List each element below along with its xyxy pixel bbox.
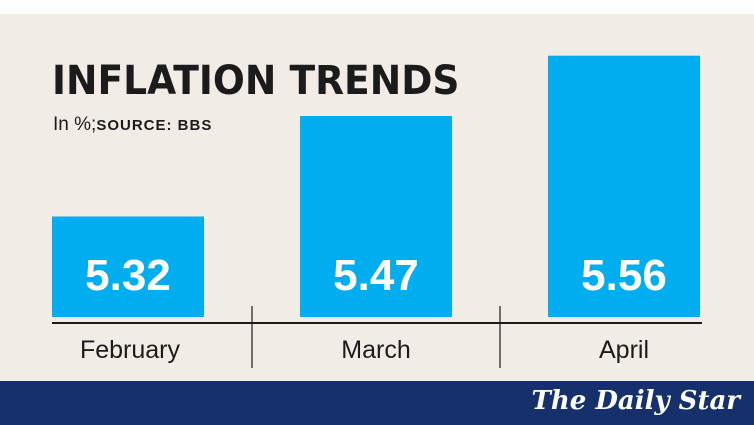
source-label: SOURCE: BBS [96, 117, 213, 134]
bar-march [300, 116, 452, 317]
bar-february [52, 216, 204, 317]
chart-subtitle: In %;SOURCE: BBS [53, 114, 212, 136]
chart-title: INFLATION TRENDS [52, 58, 460, 104]
bar-april [548, 55, 700, 317]
category-label-february: February [80, 336, 181, 364]
data-label-february: 5.32 [85, 251, 171, 300]
data-label-march: 5.47 [333, 251, 419, 300]
units-label: In %; [53, 114, 97, 135]
footer-bar [0, 381, 754, 425]
category-label-april: April [599, 336, 649, 364]
brand-logo: The Daily Star [531, 386, 740, 416]
category-label-march: March [341, 336, 410, 364]
data-label-april: 5.56 [581, 251, 667, 300]
